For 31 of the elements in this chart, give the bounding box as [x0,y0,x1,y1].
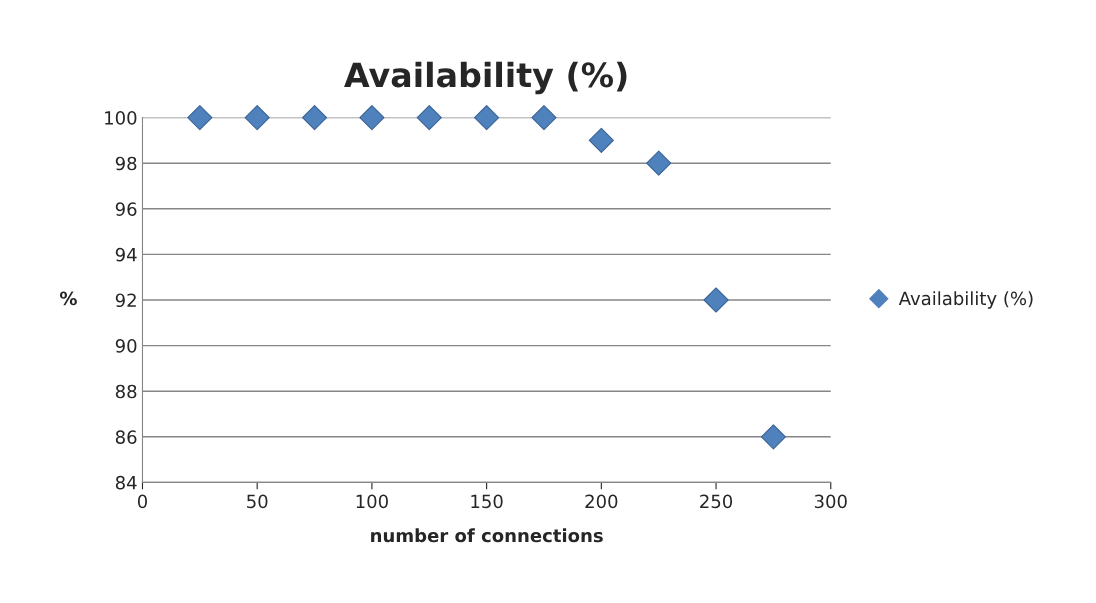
x-tick-label: 200 [585,494,618,509]
point [416,105,442,131]
legend-label: Availability (%) [898,291,1033,309]
y-tick-label: 88 [115,384,137,399]
point [301,105,328,131]
point [359,105,385,131]
y-tick-label: 98 [115,156,137,171]
point [760,424,786,450]
y-tick-label: 90 [115,339,137,353]
y-tick-label: 94 [115,247,137,262]
point [187,105,213,131]
x-tick-label: 250 [700,494,733,509]
x-axis-title: number of connections [371,528,603,543]
point [588,127,614,153]
point [646,150,672,176]
x-tick-label: 150 [471,494,503,509]
x-tick-label: 50 [247,494,268,509]
point [703,287,729,313]
y-tick-label: 92 [115,293,136,308]
x-tick-label: 100 [356,494,388,509]
x-tick-label: 0 [137,494,148,509]
point [474,105,500,131]
x-tick-label: 300 [814,494,847,509]
y-axis-title: % [59,291,77,306]
y-tick-label: 86 [115,430,137,444]
chart-title: Availability (%) [344,61,627,95]
point [531,105,557,131]
y-tick-label: 100 [105,111,137,125]
y-tick-label: 84 [115,475,137,490]
point [244,105,270,131]
y-tick-label: 96 [115,202,137,216]
